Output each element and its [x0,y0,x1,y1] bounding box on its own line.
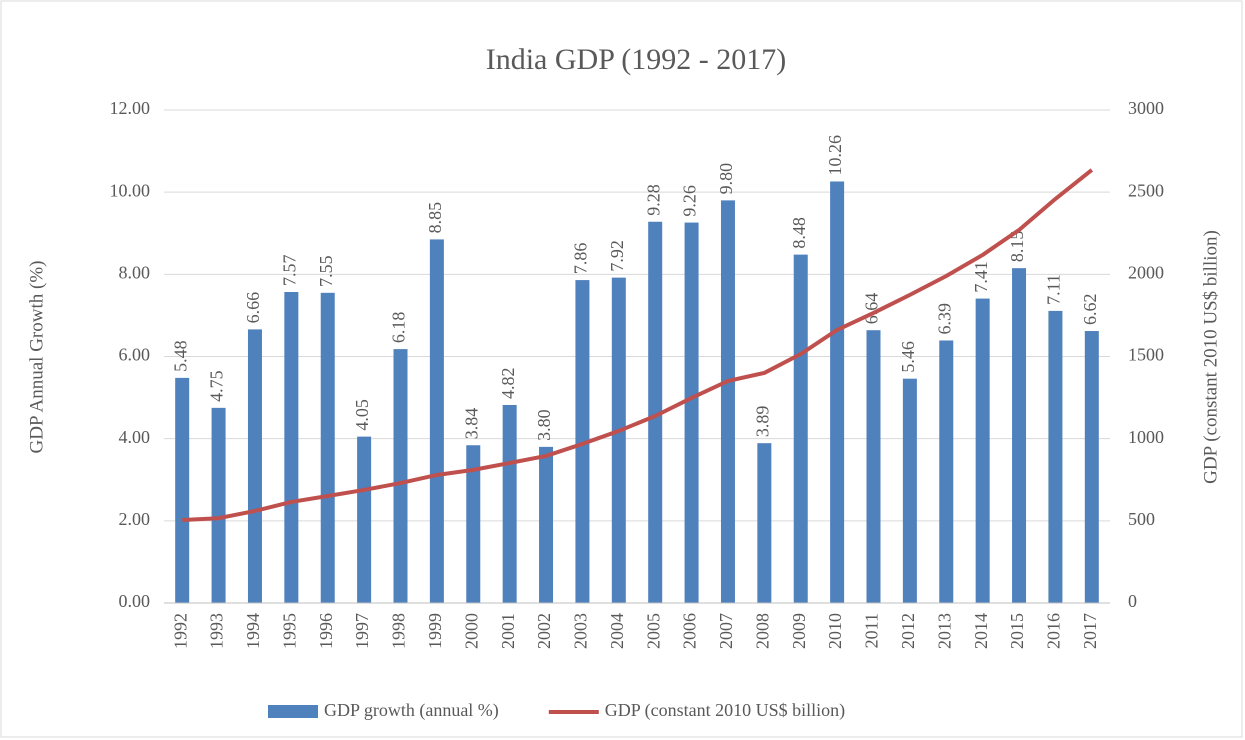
x-tick-label: 1995 [279,613,299,649]
y2-tick-label: 1000 [1128,427,1164,447]
legend-label: GDP (constant 2010 US$ billion) [605,700,845,721]
x-tick-label: 1996 [316,613,336,649]
y-tick-label: 4.00 [119,427,151,447]
data-label: 6.18 [389,312,409,344]
data-label: 8.48 [789,217,809,249]
x-tick-label: 2013 [934,613,954,649]
bar [866,330,881,603]
x-tick-label: 1997 [352,613,372,649]
bar [175,377,190,603]
bar [393,349,408,603]
bar [684,222,699,603]
data-label: 5.48 [170,340,190,372]
bar [1084,331,1099,603]
y-tick-label: 2.00 [119,509,151,529]
y2-tick-label: 0 [1128,591,1137,611]
chart-title: India GDP (1992 - 2017) [486,43,787,76]
bar [247,329,262,603]
bar [1048,310,1063,603]
y-tick-label: 0.00 [119,591,151,611]
x-tick-label: 2016 [1044,613,1064,649]
y-tick-label: 6.00 [119,345,151,365]
x-tick-label: 2008 [752,613,772,649]
bar [539,446,554,603]
y2-axis-title: GDP (constant 2010 US$ billion) [1200,230,1221,484]
x-tick-label: 2002 [534,613,554,649]
data-label: 6.66 [243,292,263,324]
y-tick-label: 10.00 [110,180,151,200]
data-label: 3.84 [461,408,481,440]
x-tick-label: 2014 [971,613,991,649]
y2-tick-label: 2500 [1128,180,1164,200]
data-label: 7.57 [279,254,299,286]
data-label: 3.89 [752,406,772,438]
data-label: 4.05 [352,399,372,431]
x-tick-label: 2015 [1007,613,1027,649]
y2-tick-label: 500 [1128,509,1155,529]
x-tick-label: 2001 [498,613,518,649]
data-label: 7.11 [1044,274,1064,305]
x-tick-label: 1993 [207,613,227,649]
legend-label: GDP growth (annual %) [324,700,499,721]
x-tick-label: 2012 [898,613,918,649]
line [182,168,1094,523]
bar [720,200,735,603]
x-tick-label: 2004 [607,613,627,649]
data-label: 8.85 [425,202,445,234]
legend-swatch [268,705,318,718]
x-tick-label: 1998 [389,613,409,649]
x-tick-label: 2006 [680,613,700,649]
data-label: 8.15 [1007,231,1027,263]
x-tick-label: 2011 [862,613,882,648]
x-tick-label: 2010 [825,613,845,649]
data-label: 9.28 [643,184,663,216]
data-label: 5.46 [898,341,918,373]
data-label: 6.39 [934,303,954,335]
x-tick-label: 2009 [789,613,809,649]
bar [429,239,444,603]
bar [466,445,481,603]
bar [793,254,808,603]
data-label: 7.55 [316,255,336,287]
data-label: 7.41 [971,261,991,293]
x-tick-label: 2000 [461,613,481,649]
data-label: 9.80 [716,163,736,195]
y-axis-title: GDP Annual Growth (%) [26,261,47,454]
data-label: 4.82 [498,367,518,399]
y2-tick-label: 3000 [1128,98,1164,118]
bar [502,404,517,603]
x-tick-label: 1994 [243,613,263,649]
y-tick-label: 12.00 [110,98,151,118]
x-tick-label: 2007 [716,613,736,649]
bar [939,340,954,603]
bar [757,443,772,603]
bar [611,277,626,603]
data-label: 10.26 [825,135,845,176]
bar [1012,268,1027,603]
bar [284,291,299,603]
x-tick-label: 1999 [425,613,445,649]
x-tick-label: 2017 [1080,613,1100,649]
bar [357,436,372,603]
y2-tick-label: 2000 [1128,262,1164,282]
data-label: 7.92 [607,240,627,272]
data-label: 3.80 [534,409,554,441]
data-label: 6.62 [1080,294,1100,326]
y-tick-label: 8.00 [119,262,151,282]
x-tick-label: 2005 [643,613,663,649]
bar [320,292,335,603]
bar [902,378,917,603]
bar [975,298,990,603]
x-tick-label: 1992 [170,613,190,649]
data-label: 7.86 [571,243,591,275]
data-label: 4.75 [207,370,227,402]
y2-tick-label: 1500 [1128,345,1164,365]
bar [575,280,590,603]
bar [830,181,845,604]
bar [648,221,663,603]
data-label: 9.26 [680,185,700,217]
bar [211,407,226,603]
x-tick-label: 2003 [571,613,591,649]
